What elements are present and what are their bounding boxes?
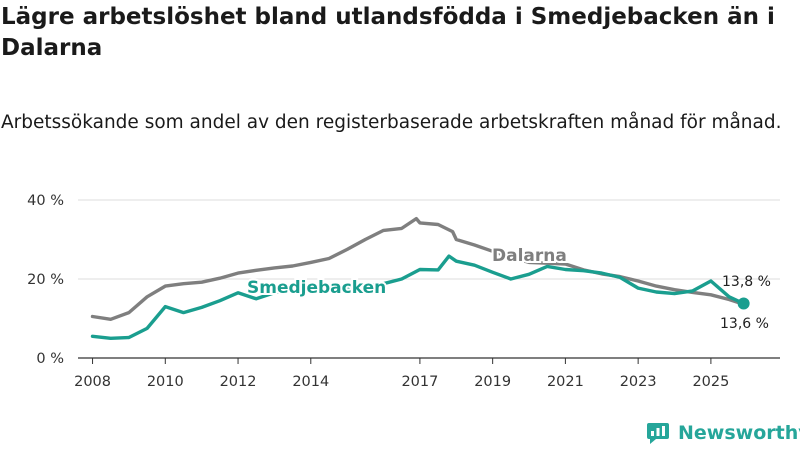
bar-chart-icon [647,423,669,444]
x-tick-label: 2023 [620,374,657,390]
x-tick-label: 2008 [74,374,111,390]
y-tick-label: 0 % [36,351,64,367]
series-label-smedjebacken: Smedjebacken [247,278,386,298]
series-lines [90,216,750,340]
x-tick-label: 2010 [147,374,184,390]
newsworthy-logo: Newsworthy [646,419,800,447]
gridlines [78,199,780,359]
y-tick-label: 40 % [27,193,64,209]
x-tick-label: 2019 [474,374,511,390]
x-tick-label: 2021 [547,374,584,390]
x-tick-label: 2012 [220,374,257,390]
series-line-smedjebacken [90,254,746,340]
series-label-dalarna: Dalarna [492,246,567,266]
end-label-dalarna: 13,6 % [720,316,769,332]
end-point-marker [737,297,750,310]
chart-title: Lägre arbetslöshet bland utlandsfödda i … [1,4,775,61]
y-tick-label: 20 % [27,272,64,288]
x-axis-ticks: 2008 2010 2012 2014 2017 2019 2021 2023 2025 [74,358,729,390]
brand-name: Newsworthy [678,422,800,444]
end-label-smedjebacken: 13,8 % [722,274,771,290]
series-line-dalarna [90,216,746,321]
x-tick-label: 2014 [292,374,329,390]
y-axis-ticks: 0 % 20 % 40 % [27,193,64,367]
x-tick-label: 2025 [692,374,729,390]
chart-subtitle: Arbetssökande som andel av den registerb… [1,112,782,133]
x-tick-label: 2017 [401,374,438,390]
